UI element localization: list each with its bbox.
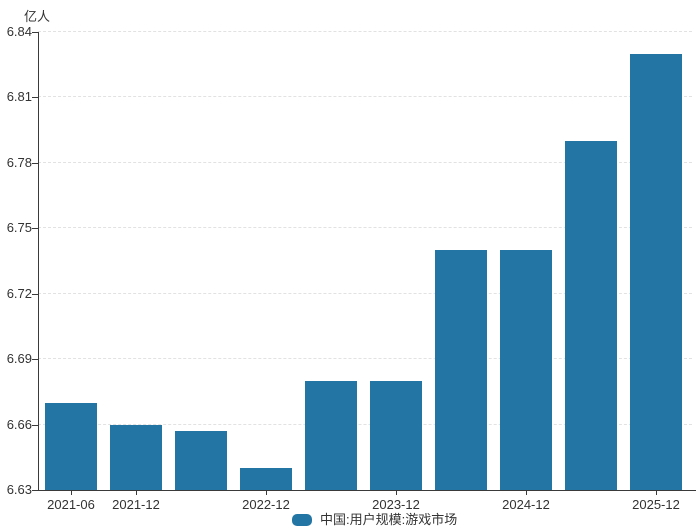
x-tick-mark — [266, 490, 267, 495]
gridline — [38, 31, 692, 32]
x-axis-line — [38, 490, 696, 491]
y-tick-mark — [32, 32, 38, 33]
legend-swatch — [292, 513, 312, 526]
x-tick-mark — [526, 490, 527, 495]
x-tick-label: 2021-12 — [112, 497, 160, 512]
y-tick-label: 6.81 — [6, 89, 32, 104]
gridline — [38, 358, 692, 359]
y-tick-label: 6.72 — [6, 286, 32, 301]
x-tick-label: 2024-12 — [502, 497, 550, 512]
bar-2021-12[interactable] — [110, 425, 162, 490]
x-tick-mark — [71, 490, 72, 495]
bar-2021-06[interactable] — [45, 403, 97, 490]
y-tick-label: 6.66 — [6, 417, 32, 432]
gridline — [38, 96, 692, 97]
legend-item[interactable]: 中国:用户规模:游戏市场 — [292, 512, 457, 527]
x-tick-mark — [396, 490, 397, 495]
x-tick-mark — [656, 490, 657, 495]
y-tick-label: 6.84 — [6, 24, 32, 39]
y-tick-mark — [32, 490, 38, 491]
y-tick-label: 6.75 — [6, 220, 32, 235]
y-tick-mark — [32, 97, 38, 98]
bar-2024-12[interactable] — [500, 250, 552, 490]
gridline — [38, 227, 692, 228]
legend-label: 中国:用户规模:游戏市场 — [320, 512, 458, 527]
y-axis-line — [38, 32, 39, 490]
y-tick-mark — [32, 163, 38, 164]
y-tick-mark — [32, 425, 38, 426]
bar-2022-12[interactable] — [240, 468, 292, 490]
x-tick-mark — [136, 490, 137, 495]
y-tick-label: 6.69 — [6, 351, 32, 366]
bar-2023-12[interactable] — [370, 381, 422, 490]
y-tick-mark — [32, 359, 38, 360]
x-tick-label: 2025-12 — [632, 497, 680, 512]
bar-2024-06[interactable] — [435, 250, 487, 490]
gridline — [38, 162, 692, 163]
bar-2025-12[interactable] — [630, 54, 682, 490]
bar-2022-06[interactable] — [175, 431, 227, 490]
gridline — [38, 424, 692, 425]
y-tick-label: 6.63 — [6, 482, 32, 497]
y-tick-label: 6.78 — [6, 155, 32, 170]
y-tick-mark — [32, 228, 38, 229]
x-tick-label: 2021-06 — [47, 497, 95, 512]
x-tick-label: 2023-12 — [372, 497, 420, 512]
bar-2023-06[interactable] — [305, 381, 357, 490]
bar-2025-06[interactable] — [565, 141, 617, 490]
x-tick-label: 2022-12 — [242, 497, 290, 512]
gridline — [38, 293, 692, 294]
y-tick-mark — [32, 294, 38, 295]
y-axis-unit-label: 亿人 — [24, 9, 51, 24]
